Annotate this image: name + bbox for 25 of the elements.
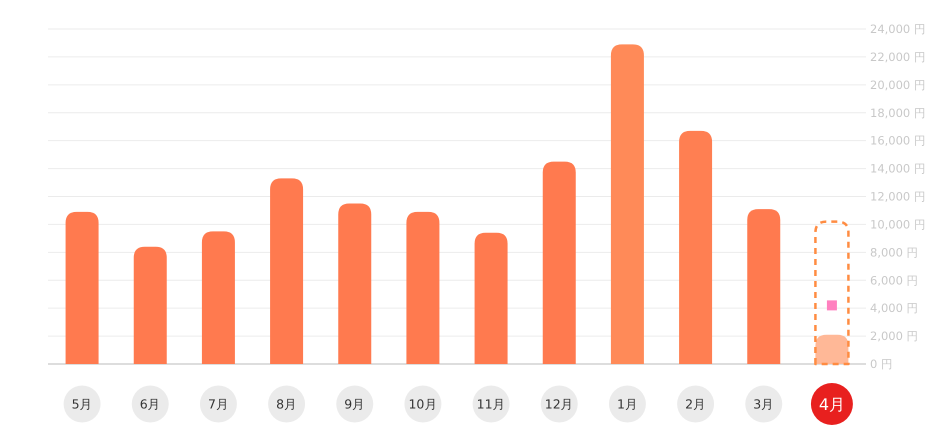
bar [815,334,848,364]
bar [134,246,167,364]
x-tick-label: 9月 [344,396,366,412]
x-tick-label: 4月 [818,395,846,414]
x-tick-label: 11月 [476,396,506,412]
bar [66,212,99,364]
x-tick-label: 8月 [276,396,298,412]
x-tick-label: 2月 [685,396,706,412]
x-tick-label: 1月 [616,396,638,412]
x-tick-label: 5月 [72,396,93,412]
bar [747,209,780,364]
bar [270,178,304,364]
x-tick-label: 10月 [408,396,438,412]
bar [542,162,576,364]
bar [474,232,508,364]
x-tick-label: 7月 [208,396,229,412]
bar [679,130,712,364]
bar [406,212,440,364]
bar [814,220,850,366]
bar [610,44,644,364]
bar [202,231,235,364]
x-tick-label: 12月 [544,396,574,412]
x-tick-label: 6月 [140,396,161,412]
bar [338,203,372,364]
x-tick-label: 3月 [753,396,774,412]
